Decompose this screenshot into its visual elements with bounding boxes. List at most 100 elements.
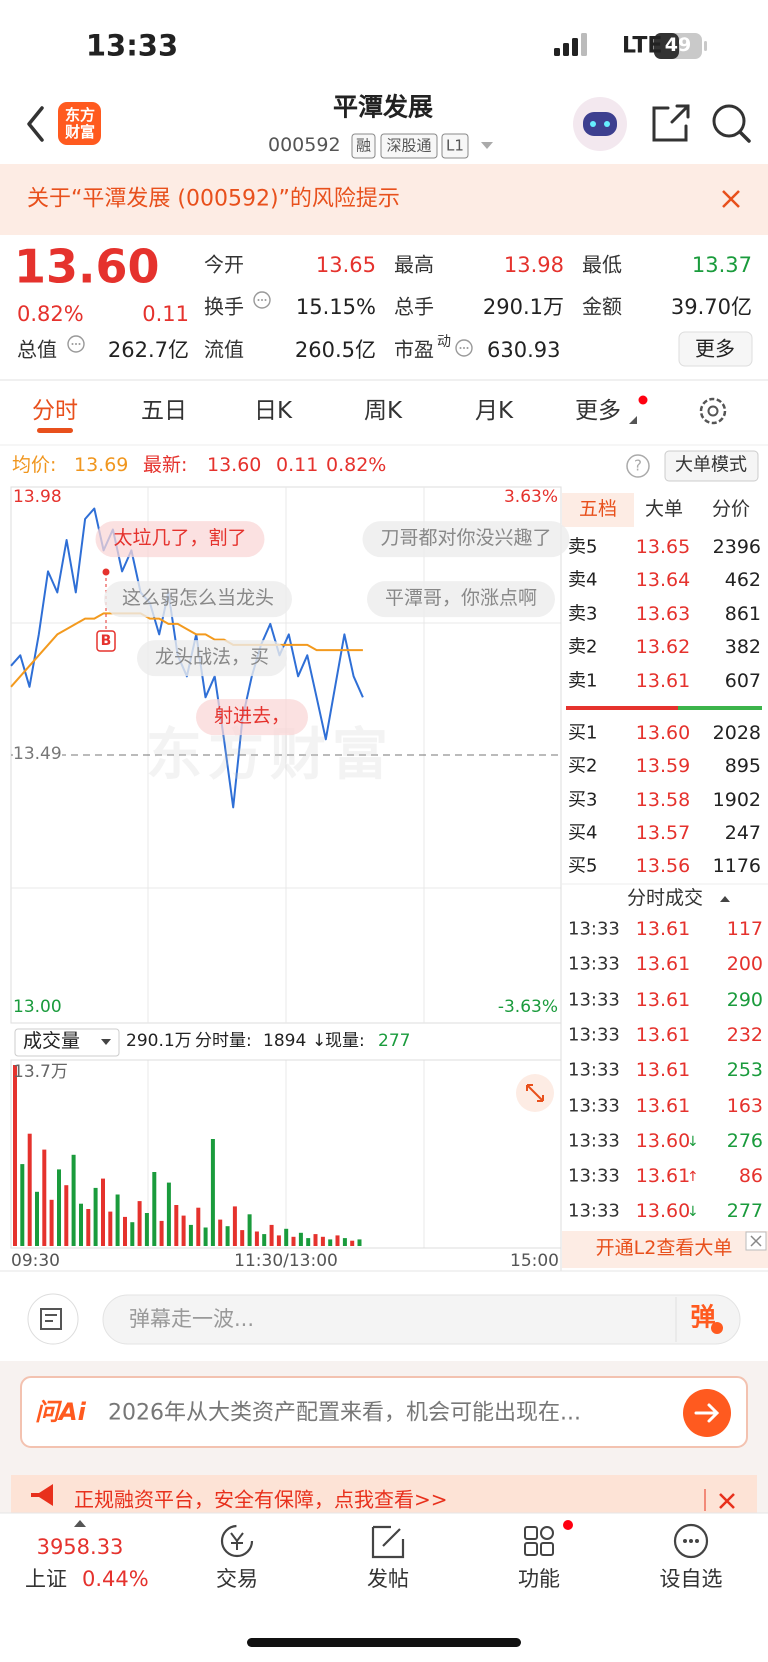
app-logo [58, 102, 101, 145]
trades-collapse-arrow [720, 896, 730, 902]
danmaku-toggle[interactable]: 弹 [690, 1302, 716, 1332]
settings-center [707, 405, 719, 417]
ai-box[interactable] [20, 1376, 748, 1448]
chart-tab[interactable]: 更多 [575, 397, 621, 424]
trade-time: 13:33 [568, 953, 620, 975]
danmaku-settings-button[interactable] [27, 1293, 79, 1345]
order-level: 买3 [568, 789, 598, 811]
help-icon[interactable] [626, 454, 650, 478]
field-value: 13.65 [315, 252, 376, 277]
ad-close[interactable] [719, 1493, 735, 1509]
search-button[interactable] [712, 104, 746, 138]
trade-icon-yen [230, 1532, 244, 1550]
risk-notice[interactable]: 关于“平潭发展 (000592)”的风险提示 [27, 186, 400, 212]
latest-change-percent: 0.82% [326, 454, 387, 477]
more-button[interactable] [678, 331, 753, 367]
volume-bar [291, 1236, 296, 1246]
chart-tab[interactable]: 周K [363, 397, 403, 424]
index-change: 0.44% [82, 1566, 149, 1591]
field-value: 630.93 [487, 337, 561, 362]
order-volume: 607 [724, 670, 761, 693]
close-risk-banner[interactable] [722, 190, 740, 208]
field-label: 金额 [582, 294, 622, 319]
x-tick-label: 09:30 [11, 1251, 60, 1272]
info-dot [261, 299, 263, 301]
battery: 49 [664, 34, 692, 57]
stock-tag-box [351, 133, 376, 159]
volume-bar [276, 1235, 281, 1246]
home-indicator [247, 1638, 521, 1647]
more-button-label[interactable]: 更多 [695, 336, 735, 361]
stock-name: 平潭发展 [332, 92, 434, 122]
ad-megaphone [31, 1484, 53, 1506]
order-volume: 247 [724, 822, 761, 845]
assistant-eye [604, 121, 610, 127]
volume-bar [284, 1228, 289, 1246]
buy-marker-label: B [100, 632, 112, 649]
order-volume: 2028 [712, 722, 761, 745]
danmaku-settings-icon [40, 1308, 62, 1330]
chart-tab[interactable]: 月K [474, 397, 514, 424]
settings-button[interactable] [699, 397, 727, 425]
expand-icon [526, 1084, 544, 1102]
volume-bar [328, 1239, 333, 1246]
field-value: 13.37 [691, 252, 752, 277]
signal-bar [581, 33, 587, 56]
nav-item[interactable]: 发帖 [367, 1566, 409, 1591]
ai-prompt[interactable]: 2026年从大类资产配置来看，机会可能出现在... [108, 1400, 581, 1426]
volume-bar [269, 1224, 274, 1246]
index-name: 上证 [25, 1566, 67, 1591]
volume-bar [159, 1220, 164, 1246]
volume-selector[interactable] [14, 1028, 120, 1057]
order-book-tab[interactable]: 五档 [578, 498, 618, 521]
volume-bar [13, 1065, 17, 1246]
share-button[interactable] [652, 104, 690, 142]
nav-item[interactable]: 设自选 [659, 1566, 723, 1591]
function-icon-part [540, 1542, 554, 1556]
post-icon [371, 1525, 405, 1559]
trade-time: 13:33 [568, 1059, 620, 1081]
danmaku-bubble: 平潭哥，你涨点啊 [366, 581, 556, 617]
volume-bar [188, 1224, 193, 1246]
info-icon [67, 335, 85, 353]
trade-direction: ↑ [687, 1169, 699, 1186]
order-price: 13.58 [635, 789, 691, 812]
order-volume: 861 [724, 603, 761, 626]
nav-item[interactable]: 交易 [216, 1566, 258, 1591]
volume-bar [166, 1182, 171, 1246]
volume-bar [262, 1234, 267, 1246]
volume-bar [203, 1227, 208, 1246]
stock-tag-box [441, 133, 469, 159]
trade-time: 13:33 [568, 918, 620, 940]
price-line [10, 507, 364, 809]
volume-selector-label[interactable]: 成交量 [23, 1030, 81, 1053]
l2-promo[interactable]: 开通L2查看大单 [595, 1237, 733, 1260]
y-tick-label: 13.98 [13, 487, 62, 508]
stock-code: 000592 [268, 134, 341, 157]
order-book-tab[interactable]: 分价 [711, 498, 751, 521]
order-book-tab[interactable]: 大单 [644, 498, 684, 521]
volume-bar [320, 1236, 325, 1246]
back-button[interactable] [27, 106, 44, 142]
chart-tab[interactable]: 分时 [32, 397, 78, 424]
chart-tab[interactable]: 五日 [141, 397, 187, 424]
dropdown-arrow[interactable] [481, 142, 493, 149]
l2-promo-close-x [750, 1235, 762, 1247]
order-volume: 2396 [712, 536, 761, 559]
nav-item[interactable]: 功能 [518, 1566, 560, 1591]
mode-button-label[interactable]: 大单模式 [675, 454, 747, 476]
mode-button[interactable] [664, 450, 759, 482]
info-dot [264, 299, 267, 301]
l2-promo-banner[interactable] [562, 1231, 768, 1268]
chart-tab[interactable]: 日K [253, 397, 293, 424]
volume-trend-arrow: ↓ [312, 1031, 327, 1052]
volume-y-tick-label: 13.7万 [13, 1062, 68, 1083]
ad-text[interactable]: 正规融资平台，安全有保障，点我查看>> [74, 1487, 448, 1512]
index-value[interactable]: 3958.33 [36, 1534, 124, 1559]
field-label-sup: 动 [437, 333, 451, 350]
comment-input[interactable] [102, 1294, 741, 1345]
section-divider [0, 379, 768, 381]
volume-bar [35, 1191, 39, 1246]
help-icon-label: ? [634, 456, 642, 475]
